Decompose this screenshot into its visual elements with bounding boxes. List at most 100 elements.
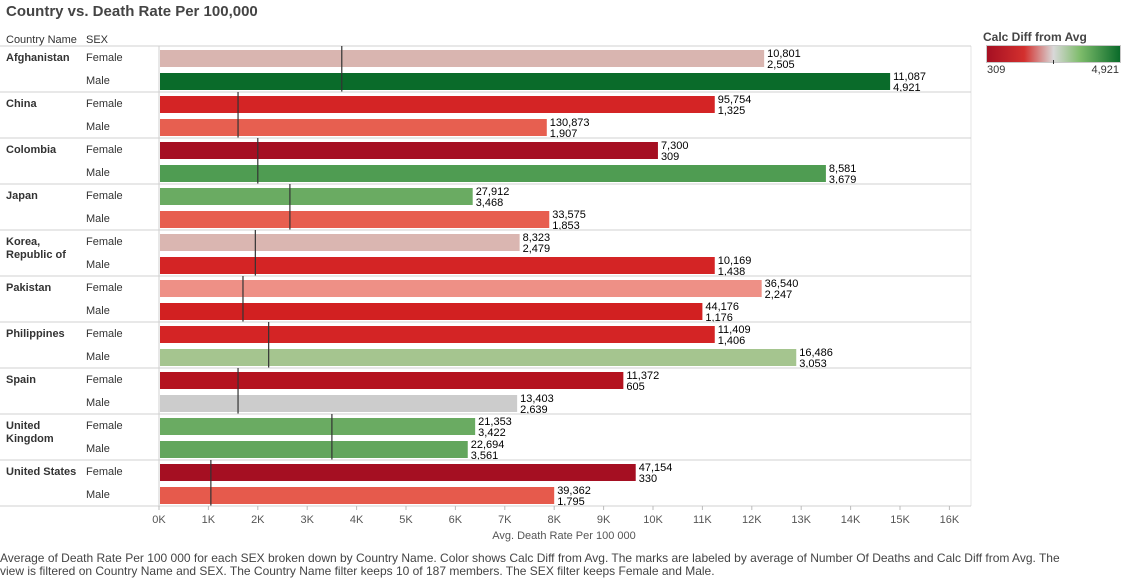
country-label[interactable]: Kingdom [6,433,54,445]
bar[interactable] [160,418,476,435]
bar-diff-label: 309 [661,151,679,163]
bar-diff-label: 1,438 [718,266,746,278]
sex-label: Female [86,466,123,478]
sex-label: Male [86,305,110,317]
bar-deaths-label: 11,372 [626,370,659,382]
bar-deaths-label: 95,754 [718,94,752,106]
x-tick-label: 7K [498,514,512,526]
country-label[interactable]: Pakistan [6,282,52,294]
bar[interactable] [160,73,891,90]
x-tick-label: 9K [597,514,611,526]
bar-diff-label: 3,561 [471,450,499,462]
country-label[interactable]: Japan [6,190,38,202]
country-label[interactable]: Afghanistan [6,52,70,64]
sex-label: Male [86,121,110,133]
sex-label: Male [86,213,110,225]
country-label[interactable]: United States [6,466,76,478]
bar-deaths-label: 11,087 [893,71,926,83]
bar[interactable] [160,487,555,504]
bar-diff-label: 1,795 [557,496,585,508]
x-tick-label: 4K [350,514,364,526]
bar-diff-label: 330 [639,473,657,485]
sex-label: Male [86,397,110,409]
bar[interactable] [160,441,468,458]
x-tick-label: 14K [841,514,861,526]
sex-label: Male [86,167,110,179]
country-label[interactable]: Spain [6,374,36,386]
country-label[interactable]: Republic of [6,249,66,261]
bar-diff-label: 3,468 [476,197,504,209]
bar[interactable] [160,234,520,251]
bar[interactable] [160,211,550,228]
chart-title: Country vs. Death Rate Per 100,000 [6,3,258,20]
bar-diff-label: 1,325 [718,105,746,117]
chart-caption: Average of Death Rate Per 100 000 for ea… [0,551,1060,578]
bar-deaths-label: 10,801 [767,48,801,60]
bar-diff-label: 2,505 [767,59,795,71]
bar[interactable] [160,464,636,481]
bar-deaths-label: 27,912 [476,186,510,198]
sex-label: Male [86,443,110,455]
bar-diff-label: 3,053 [799,358,827,370]
bar-deaths-label: 44,176 [705,301,739,313]
x-tick-label: 1K [202,514,216,526]
bar-diff-label: 2,479 [523,243,551,255]
bar-deaths-label: 8,323 [523,232,551,244]
bar[interactable] [160,50,765,67]
sex-label: Female [86,328,123,340]
sex-column-header[interactable]: SEX [86,34,109,46]
sex-label: Female [86,282,123,294]
bar[interactable] [160,303,703,320]
bar-deaths-label: 22,694 [471,439,505,451]
x-tick-label: 16K [940,514,960,526]
country-column-header[interactable]: Country Name [6,34,77,46]
country-label[interactable]: Colombia [6,144,57,156]
x-tick-label: 10K [643,514,663,526]
bar[interactable] [160,372,624,389]
x-tick-label: 8K [547,514,561,526]
country-label[interactable]: China [6,98,37,110]
x-tick-label: 2K [251,514,265,526]
bar-diff-label: 3,679 [829,174,857,186]
bar-diff-label: 2,247 [765,289,793,301]
bar-diff-label: 605 [626,381,644,393]
bar-deaths-label: 33,575 [552,209,586,221]
bar[interactable] [160,257,715,274]
sex-label: Male [86,259,110,271]
legend-min-value: 309 [987,64,1006,76]
sex-label: Female [86,144,123,156]
sex-label: Female [86,236,123,248]
country-label[interactable]: United [6,420,40,432]
x-tick-label: 3K [300,514,314,526]
sex-label: Female [86,98,123,110]
bar-diff-label: 1,406 [718,335,746,347]
bar[interactable] [160,96,715,113]
x-tick-label: 5K [399,514,413,526]
country-label[interactable]: Korea, [6,236,40,248]
bar[interactable] [160,326,715,343]
x-tick-label: 13K [791,514,811,526]
bar-deaths-label: 36,540 [765,278,799,290]
bar[interactable] [160,395,518,412]
bar[interactable] [160,188,473,205]
sex-label: Female [86,190,123,202]
bar[interactable] [160,165,826,182]
bar-deaths-label: 130,873 [550,117,590,129]
bar-diff-label: 1,907 [550,128,578,140]
x-axis-title: Avg. Death Rate Per 100 000 [492,530,636,542]
bar[interactable] [160,142,658,159]
sex-label: Male [86,351,110,363]
x-tick-label: 6K [449,514,463,526]
bar-deaths-label: 47,154 [639,462,673,474]
bar-deaths-label: 10,169 [718,255,752,267]
bar-deaths-label: 7,300 [661,140,689,152]
bar-deaths-label: 8,581 [829,163,857,175]
country-label[interactable]: Philippines [6,328,65,340]
legend-max-value: 4,921 [1091,64,1119,76]
bar[interactable] [160,349,797,366]
bar[interactable] [160,119,547,136]
bar[interactable] [160,280,762,297]
sex-label: Male [86,75,110,87]
bar-deaths-label: 21,353 [478,416,512,428]
